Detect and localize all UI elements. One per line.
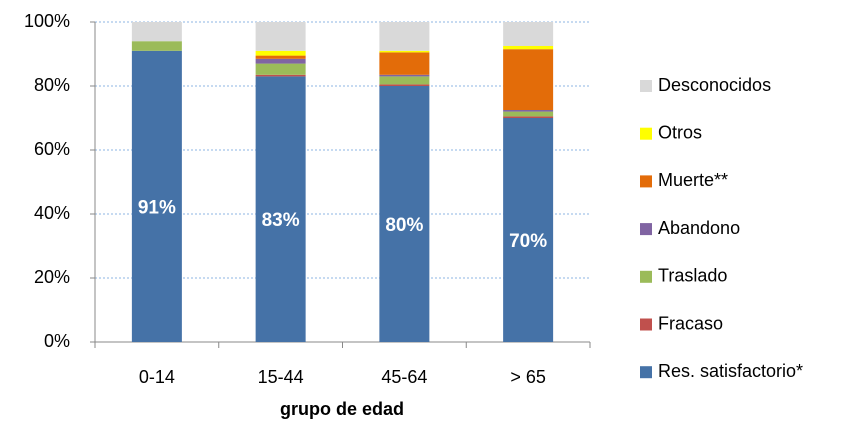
data-label: 80% [385,215,423,236]
bar-segment [131,41,182,51]
x-tick-label: > 65 [510,367,546,387]
bar-segment [379,52,430,75]
bar-segment [255,58,306,64]
bar-segment [503,116,554,118]
y-tick-label: 100% [24,11,70,31]
bar-segment [379,76,430,85]
x-tick-label: 45-64 [381,367,427,387]
bar-segment [379,84,430,86]
x-axis-title: grupo de edad [280,399,404,419]
bar-segment [131,50,182,343]
bar-segment [255,55,306,59]
bar-segment [255,76,306,343]
bar-segment [379,50,430,53]
bar-segment [503,46,554,50]
y-tick-label: 60% [34,139,70,159]
bar-segment [379,86,430,342]
x-tick-label: 15-44 [258,367,304,387]
bar-segment [379,22,430,51]
legend-label: Fracaso [658,313,723,333]
data-label: 83% [262,210,300,231]
y-tick-label: 0% [44,331,70,351]
bar-segment [131,22,182,42]
legend-label: Traslado [658,266,727,286]
legend-swatch [640,80,652,92]
legend-swatch [640,366,652,379]
data-label: 91% [138,197,176,218]
bar-segment [503,22,554,46]
legend-swatch [640,270,652,283]
legend-label: Muerte** [658,170,728,190]
legend-swatch [640,223,652,236]
bar-segment [255,74,306,77]
y-tick-label: 40% [34,203,70,223]
legend-label: Otros [658,122,702,142]
legend-swatch [640,127,652,140]
legend-swatch [640,318,652,331]
bar-segment [503,49,554,110]
bar-segment [503,111,554,117]
legend-label: Desconocidos [658,75,771,95]
bar-segment [379,74,430,77]
bar-segment [503,118,554,342]
bar-segment [255,22,306,51]
legend-swatch [640,175,652,188]
x-tick-label: 0-14 [139,367,175,387]
legend-label: Abandono [658,218,740,238]
bar-segment [255,63,306,75]
y-tick-label: 80% [34,75,70,95]
bar-segment [503,110,554,112]
bar-segment [255,50,306,56]
y-tick-label: 20% [34,267,70,287]
legend-label: Res. satisfactorio* [658,361,803,381]
data-label: 70% [509,231,547,252]
